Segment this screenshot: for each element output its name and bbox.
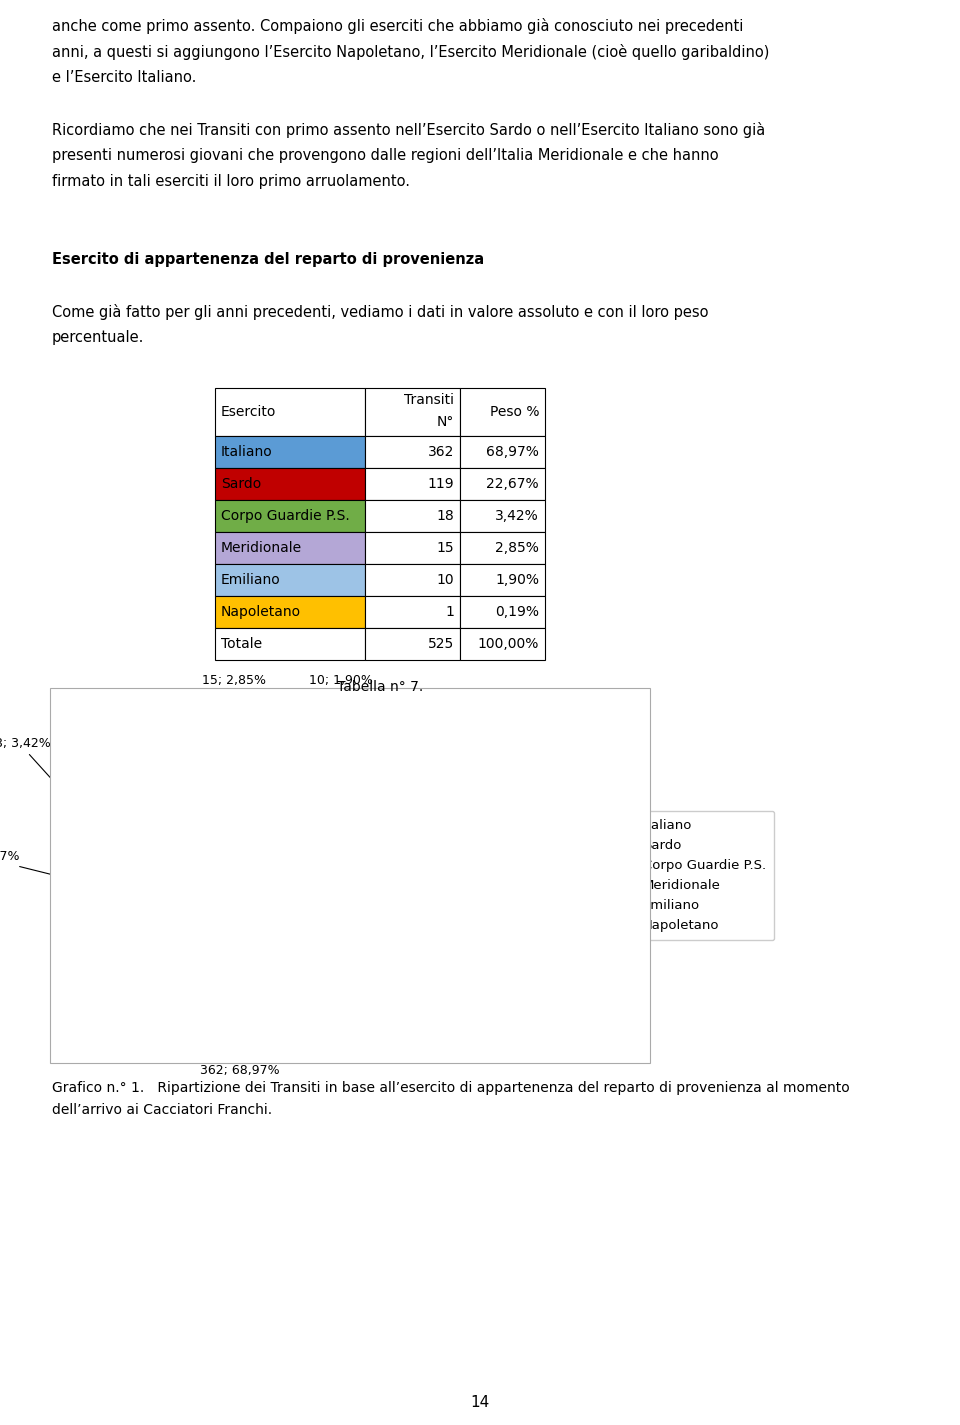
Text: 15; 2,85%: 15; 2,85% xyxy=(203,674,266,953)
Text: 14: 14 xyxy=(470,1395,490,1409)
Text: 1; 0,19%: 1; 0,19% xyxy=(241,724,403,955)
Text: 362: 362 xyxy=(427,445,454,459)
Text: N°: N° xyxy=(437,415,454,429)
Text: 0,19%: 0,19% xyxy=(495,606,539,618)
Text: firmato in tali eserciti il loro primo arruolamento.: firmato in tali eserciti il loro primo a… xyxy=(52,174,410,190)
Text: Sardo: Sardo xyxy=(221,477,261,492)
Text: e l’Esercito Italiano.: e l’Esercito Italiano. xyxy=(52,70,197,86)
Wedge shape xyxy=(114,750,357,1002)
Text: Tabella n° 7.: Tabella n° 7. xyxy=(337,680,423,694)
Text: Emiliano: Emiliano xyxy=(221,573,280,587)
Text: Ricordiamo che nei Transiti con primo assento nell’Esercito Sardo o nell’Esercit: Ricordiamo che nei Transiti con primo as… xyxy=(52,123,765,138)
Text: 525: 525 xyxy=(428,637,454,651)
Text: anni, a questi si aggiungono l’Esercito Napoletano, l’Esercito Meridionale (cioè: anni, a questi si aggiungono l’Esercito … xyxy=(52,44,769,60)
Text: presenti numerosi giovani che provengono dalle regioni dell’Italia Meridionale e: presenti numerosi giovani che provengono… xyxy=(52,148,719,162)
Text: dell’arrivo ai Cacciatori Franchi.: dell’arrivo ai Cacciatori Franchi. xyxy=(52,1103,272,1117)
Text: 15: 15 xyxy=(437,542,454,554)
Text: percentuale.: percentuale. xyxy=(52,331,144,345)
Text: 22,67%: 22,67% xyxy=(487,477,539,492)
Wedge shape xyxy=(240,875,256,1002)
Text: 18; 3,42%: 18; 3,42% xyxy=(0,737,204,948)
Text: Meridionale: Meridionale xyxy=(221,542,302,554)
Text: Grafico n.° 1.   Ripartizione dei Transiti in base all’esercito di appartenenza : Grafico n.° 1. Ripartizione dei Transiti… xyxy=(52,1082,850,1094)
Text: Transiti: Transiti xyxy=(404,393,454,408)
Text: 3,42%: 3,42% xyxy=(495,509,539,523)
Text: 10; 1,90%: 10; 1,90% xyxy=(235,674,373,955)
Text: 18: 18 xyxy=(436,509,454,523)
Wedge shape xyxy=(240,829,366,985)
Text: Napoletano: Napoletano xyxy=(221,606,301,618)
Text: 100,00%: 100,00% xyxy=(478,637,539,651)
Wedge shape xyxy=(240,875,303,996)
Text: Esercito: Esercito xyxy=(221,405,276,419)
Text: Totale: Totale xyxy=(221,637,262,651)
Text: Italiano: Italiano xyxy=(221,445,273,459)
Legend: Italiano, Sardo, Corpo Guardie P.S., Meridionale, Emiliano, Napoletano: Italiano, Sardo, Corpo Guardie P.S., Mer… xyxy=(609,811,774,940)
Wedge shape xyxy=(240,875,242,1002)
Text: anche come primo assento. Compaiono gli eserciti che abbiamo già conosciuto nei : anche come primo assento. Compaiono gli … xyxy=(52,19,743,34)
Text: Peso %: Peso % xyxy=(490,405,539,419)
Text: 2,85%: 2,85% xyxy=(495,542,539,554)
Text: 1: 1 xyxy=(445,606,454,618)
Text: 119: 119 xyxy=(427,477,454,492)
Text: 119; 22,67%: 119; 22,67% xyxy=(0,851,160,902)
Text: Esercito di appartenenza del reparto di provenienza: Esercito di appartenenza del reparto di … xyxy=(52,252,484,266)
Text: 362; 68,97%: 362; 68,97% xyxy=(201,832,307,1077)
Text: Corpo Guardie P.S.: Corpo Guardie P.S. xyxy=(221,509,349,523)
Text: 1,90%: 1,90% xyxy=(495,573,539,587)
Text: 68,97%: 68,97% xyxy=(486,445,539,459)
Text: Come già fatto per gli anni precedenti, vediamo i dati in valore assoluto e con : Come già fatto per gli anni precedenti, … xyxy=(52,304,708,321)
Text: 10: 10 xyxy=(437,573,454,587)
Wedge shape xyxy=(240,875,278,1000)
